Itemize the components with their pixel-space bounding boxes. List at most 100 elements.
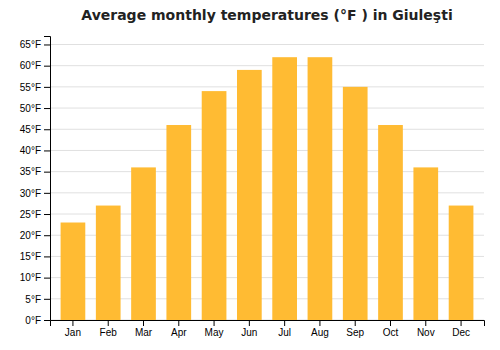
x-axis: Jan Feb Mar Apr May Jun Jul Aug Sep Oct Nov Dec: [51, 320, 485, 338]
x-tick: Sep: [346, 320, 364, 338]
x-tick: Jul: [278, 320, 291, 338]
x-tick: Jun: [241, 320, 257, 338]
x-tick-mark: [319, 320, 320, 326]
y-tick-label: 20°F: [20, 230, 41, 241]
x-tick: Oct: [383, 320, 399, 338]
x-tick-label: Nov: [417, 327, 435, 338]
y-tick-mark: [44, 150, 50, 151]
y-tick-label: 50°F: [20, 103, 41, 114]
y-tick-label: 5°F: [25, 294, 41, 305]
x-tick-label: Jan: [65, 327, 81, 338]
y-tick-label: 0°F: [25, 315, 41, 326]
y-tick: 40°F: [20, 145, 50, 156]
y-tick-mark: [44, 172, 50, 173]
y-tick-label: 60°F: [20, 60, 41, 71]
title: Average monthly temperatures (°F ) in Gi…: [81, 7, 452, 23]
y-tick-label: 40°F: [20, 145, 41, 156]
grid-line: [50, 108, 484, 109]
y-tick-mark: [44, 193, 50, 194]
bar: [237, 70, 262, 320]
y-tick-label: 25°F: [20, 209, 41, 220]
x-tick-label: Sep: [346, 327, 364, 338]
y-tick: 25°F: [20, 209, 50, 220]
y-tick: 15°F: [20, 251, 50, 262]
y-tick-label: 45°F: [20, 124, 41, 135]
x-tick-mark: [214, 320, 215, 326]
bar: [378, 125, 403, 320]
x-tick-mark: [284, 320, 285, 326]
y-tick-label: 10°F: [20, 272, 41, 283]
x-tick: May: [205, 320, 224, 338]
y-tick: 20°F: [20, 230, 50, 241]
y-tick-label: 65°F: [20, 39, 41, 50]
x-tick: Apr: [171, 320, 187, 338]
y-tick-label: 35°F: [20, 166, 41, 177]
grid-line: [50, 65, 484, 66]
x-tick-label: Feb: [100, 327, 118, 338]
y-tick: 45°F: [20, 124, 50, 135]
bar: [61, 223, 86, 320]
x-tick: Aug: [311, 320, 329, 338]
bar: [202, 91, 227, 320]
x-tick-mark: [461, 320, 462, 326]
x-tick: Jan: [65, 320, 81, 338]
y-tick-mark: [44, 235, 50, 236]
y-tick: 10°F: [20, 272, 50, 283]
x-tick-mark: [425, 320, 426, 326]
y-tick-label: 15°F: [20, 251, 41, 262]
y-tick-mark: [44, 108, 50, 109]
y-tick-mark: [44, 278, 50, 279]
grid-line: [50, 44, 484, 45]
bar: [343, 87, 368, 320]
chart: 0°F 5°F 10°F 15°F 20°F 25°F 30°F 35°F 40°F 45°F 50…: [0, 0, 500, 350]
bar: [131, 167, 156, 320]
x-tick: Dec: [452, 320, 470, 338]
x-tick-label: May: [205, 327, 224, 338]
y-tick: 0°F: [25, 315, 50, 326]
x-tick-mark: [72, 320, 73, 326]
y-tick-mark: [44, 66, 50, 67]
y-tick: 5°F: [25, 294, 50, 305]
x-tick-label: Jul: [278, 327, 291, 338]
x-axis-line: [51, 321, 485, 327]
y-tick: 60°F: [20, 60, 50, 71]
grid: [50, 44, 484, 320]
bar: [96, 206, 121, 320]
x-tick-mark: [249, 320, 250, 326]
y-tick: 35°F: [20, 166, 50, 177]
x-tick-label: Apr: [171, 327, 187, 338]
bar: [272, 57, 297, 320]
x-tick-mark: [143, 320, 144, 326]
x-tick-mark: [390, 320, 391, 326]
bar: [308, 57, 333, 320]
y-tick: 50°F: [20, 103, 50, 114]
x-tick-label: Mar: [135, 327, 153, 338]
x-tick: Feb: [100, 320, 118, 338]
y-tick: 30°F: [20, 188, 50, 199]
y-tick-mark: [44, 299, 50, 300]
x-tick-mark: [178, 320, 179, 326]
y-tick-mark: [44, 256, 50, 257]
y-tick-mark: [44, 44, 50, 45]
y-tick-label: 30°F: [20, 188, 41, 199]
x-tick-label: Oct: [383, 327, 399, 338]
grid-line: [50, 150, 484, 151]
y-tick-label: 55°F: [20, 82, 41, 93]
x-tick-label: Jun: [241, 327, 257, 338]
x-tick: Mar: [135, 320, 153, 338]
x-tick-mark: [355, 320, 356, 326]
x-tick-label: Aug: [311, 327, 329, 338]
y-tick-mark: [44, 129, 50, 130]
bar: [166, 125, 191, 320]
grid-line: [50, 86, 484, 87]
x-tick-label: Dec: [452, 327, 470, 338]
y-tick: 65°F: [20, 39, 50, 50]
bar: [449, 206, 474, 320]
y-tick: 55°F: [20, 82, 50, 93]
y-axis: 0°F 5°F 10°F 15°F 20°F 25°F 30°F 35°F 40°F 45°F 50…: [20, 37, 51, 326]
plot-area: [61, 57, 474, 320]
y-axis-line: [44, 37, 51, 321]
x-tick-mark: [108, 320, 109, 326]
bar: [413, 167, 438, 320]
grid-line: [50, 129, 484, 130]
